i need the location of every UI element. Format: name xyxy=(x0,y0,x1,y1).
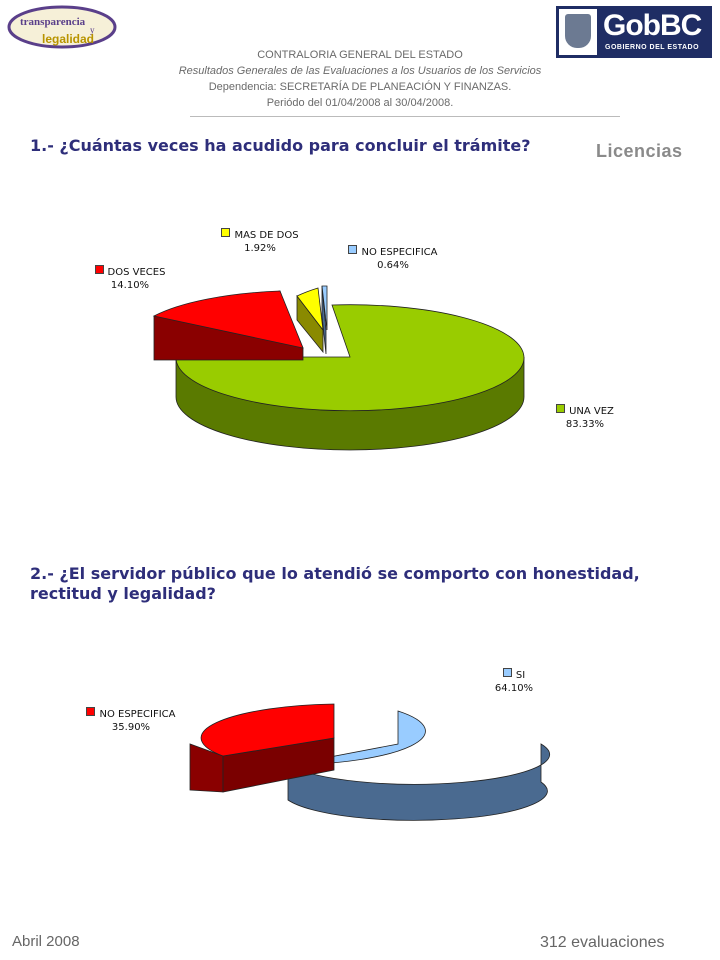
pie1-slice-no-especifica xyxy=(321,285,328,331)
pie2-label-si: SI 64.10% xyxy=(494,668,534,694)
footer-date: Abril 2008 xyxy=(12,933,80,950)
gobbc-sub-text: GOBIERNO DEL ESTADO xyxy=(605,44,700,51)
legend-swatch xyxy=(221,228,231,237)
question-2-line1: 2.- ¿El servidor público que lo atendió … xyxy=(30,564,640,583)
footer-count: 312 evaluaciones xyxy=(540,934,665,951)
legend-swatch xyxy=(348,245,358,254)
pie1-slice-mas-de-dos xyxy=(296,287,324,332)
logo-text-transparencia: transparencia xyxy=(20,16,86,28)
header-dependencia: Dependencia: SECRETARÍA DE PLANEACIÓN Y … xyxy=(208,81,512,93)
gobbc-brand-text: GobBC xyxy=(603,9,702,42)
legend-swatch xyxy=(86,707,96,716)
pie1-label-dos-veces: DOS VECES 14.10% xyxy=(80,265,180,292)
legend-swatch xyxy=(502,668,512,677)
pie2-slice-si-side xyxy=(287,743,551,821)
pie1-label-no-especifica: NO ESPECIFICA 0.64% xyxy=(333,245,453,272)
header-periodo: Periódo del 01/04/2008 al 30/04/2008. xyxy=(266,97,454,109)
pie1-label-una-vez: UNA VEZ 83.33% xyxy=(540,404,630,431)
pie1-slice-dos-veces xyxy=(152,290,304,349)
logo-text-y: y xyxy=(90,25,95,35)
header-divider xyxy=(190,116,620,117)
shield-icon xyxy=(559,9,597,55)
question-2-line2: rectitud y legalidad? xyxy=(30,584,216,603)
section-title: Licencias xyxy=(596,141,683,161)
pie1-label-mas-de-dos: MAS DE DOS 1.92% xyxy=(210,228,310,255)
pie2-label-no-especifica: NO ESPECIFICA 35.90% xyxy=(86,707,176,734)
legend-swatch xyxy=(94,265,104,274)
logo-text-legalidad: legalidad xyxy=(42,32,94,46)
pie2-slice-no-especifica xyxy=(200,703,335,757)
header-subtitle: Resultados Generales de las Evaluaciones… xyxy=(178,65,542,77)
pie1-slice-no-especifica-side xyxy=(321,285,327,355)
header-org: CONTRALORIA GENERAL DEL ESTADO xyxy=(257,49,463,61)
gobbc-logo: GobBC GOBIERNO DEL ESTADO xyxy=(556,6,712,58)
transparencia-legalidad-logo: transparencia y legalidad xyxy=(6,4,118,50)
legend-swatch xyxy=(556,404,566,413)
pie1-slice-una-vez xyxy=(175,304,525,412)
question-1: 1.- ¿Cuántas veces ha acudido para concl… xyxy=(30,136,531,155)
